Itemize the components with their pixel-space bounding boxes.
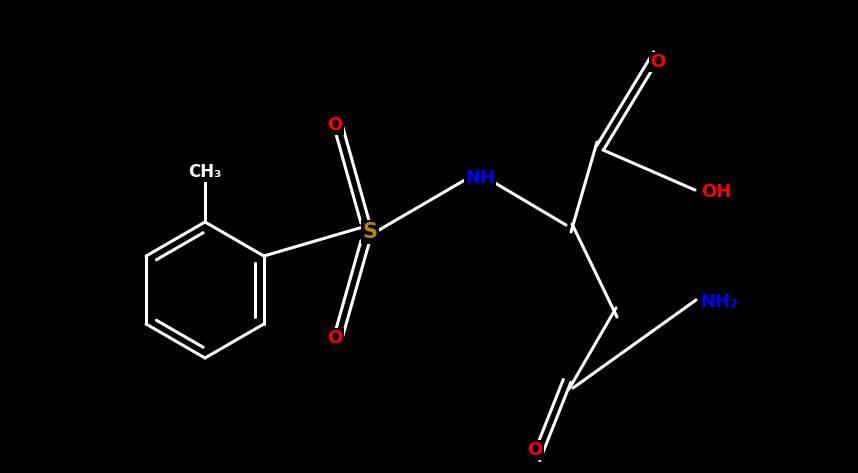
Text: S: S bbox=[362, 222, 378, 242]
Text: O: O bbox=[528, 441, 542, 459]
Text: NH: NH bbox=[465, 169, 495, 187]
Text: O: O bbox=[650, 53, 666, 71]
Text: NH₂: NH₂ bbox=[700, 293, 738, 311]
Text: CH₃: CH₃ bbox=[188, 163, 221, 181]
Text: OH: OH bbox=[701, 183, 731, 201]
Text: O: O bbox=[328, 329, 342, 347]
Text: O: O bbox=[328, 116, 342, 134]
